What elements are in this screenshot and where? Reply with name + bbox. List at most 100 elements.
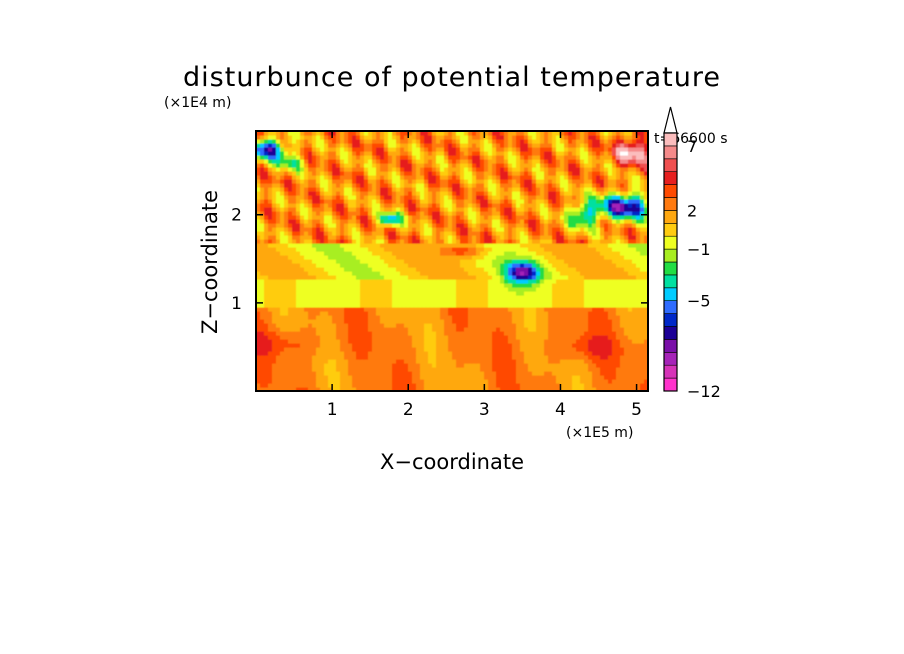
heatmap-cell (520, 355, 525, 360)
heatmap-cell (600, 367, 605, 372)
heatmap-cell (448, 259, 453, 264)
heatmap-cell (532, 291, 537, 296)
heatmap-cell (440, 291, 445, 296)
heatmap-cell (276, 267, 281, 272)
heatmap-cell (408, 207, 413, 212)
heatmap-cell (548, 243, 553, 248)
heatmap-cell (416, 291, 421, 296)
heatmap-cell (560, 287, 565, 292)
heatmap-cell (484, 251, 489, 256)
heatmap-cell (508, 283, 513, 288)
heatmap-cell (256, 227, 261, 232)
heatmap-cell (256, 359, 261, 364)
heatmap-cell (476, 263, 481, 268)
heatmap-cell (284, 195, 289, 200)
heatmap-cell (416, 387, 421, 391)
heatmap-cell (616, 235, 621, 240)
heatmap-cell (496, 219, 501, 224)
heatmap-cell (396, 227, 401, 232)
heatmap-cell (272, 251, 277, 256)
heatmap-cell (536, 243, 541, 248)
heatmap-cell (612, 223, 617, 228)
heatmap-cell (404, 231, 409, 236)
heatmap-cell (452, 347, 457, 352)
heatmap-cell (528, 307, 533, 312)
heatmap-cell (528, 199, 533, 204)
heatmap-cell (304, 191, 309, 196)
heatmap-cell (580, 371, 585, 376)
heatmap-cell (300, 387, 305, 391)
heatmap-cell (288, 315, 293, 320)
heatmap-cell (540, 327, 545, 332)
heatmap-cell (488, 243, 493, 248)
heatmap-cell (592, 303, 597, 308)
heatmap-cell (392, 287, 397, 292)
heatmap-cell (308, 307, 313, 312)
heatmap-cell (340, 363, 345, 368)
heatmap-cell (500, 279, 505, 284)
heatmap-cell (472, 259, 477, 264)
heatmap-cell (604, 359, 609, 364)
heatmap-cell (488, 323, 493, 328)
heatmap-cell (512, 375, 517, 380)
heatmap-cell (596, 379, 601, 384)
heatmap-cell (480, 351, 485, 356)
heatmap-cell (476, 207, 481, 212)
heatmap-cell (580, 351, 585, 356)
heatmap-cell (492, 375, 497, 380)
heatmap-cell (560, 251, 565, 256)
heatmap-cell (380, 263, 385, 268)
heatmap-cell (408, 191, 413, 196)
heatmap-cell (304, 251, 309, 256)
heatmap-cell (592, 379, 597, 384)
heatmap-cell (416, 259, 421, 264)
heatmap-cell (464, 343, 469, 348)
heatmap-cell (324, 251, 329, 256)
heatmap-cell (324, 331, 329, 336)
heatmap-cell (456, 323, 461, 328)
heatmap-cell (308, 211, 313, 216)
heatmap-cell (336, 363, 341, 368)
heatmap-cell (552, 187, 557, 192)
heatmap-cell (580, 223, 585, 228)
heatmap-cell (336, 255, 341, 260)
heatmap-cell (616, 263, 621, 268)
heatmap-cell (308, 267, 313, 272)
heatmap-cell (636, 215, 641, 220)
heatmap-cell (540, 219, 545, 224)
heatmap-cell (536, 351, 541, 356)
heatmap-cell (328, 355, 333, 360)
heatmap-cell (620, 271, 625, 276)
heatmap-cell (452, 195, 457, 200)
heatmap-cell (484, 307, 489, 312)
heatmap-cell (476, 307, 481, 312)
heatmap-cell (616, 251, 621, 256)
heatmap-cell (356, 375, 361, 380)
heatmap-cell (504, 347, 509, 352)
heatmap-cell (256, 343, 261, 348)
heatmap-cell (404, 347, 409, 352)
heatmap-cell (424, 367, 429, 372)
heatmap-cell (572, 283, 577, 288)
heatmap-cell (292, 355, 297, 360)
heatmap-cell (344, 339, 349, 344)
heatmap-cell (404, 375, 409, 380)
heatmap-cell (564, 311, 569, 316)
heatmap-cell (360, 219, 365, 224)
heatmap-cell (564, 295, 569, 300)
heatmap-cell (484, 255, 489, 260)
heatmap-cell (476, 275, 481, 280)
heatmap-cell (380, 211, 385, 216)
heatmap-cell (564, 359, 569, 364)
heatmap-cell (640, 291, 645, 296)
heatmap-cell (480, 227, 485, 232)
heatmap-cell (596, 207, 601, 212)
heatmap-cell (396, 239, 401, 244)
heatmap-cell (400, 347, 405, 352)
heatmap-cell (316, 263, 321, 268)
heatmap-cell (504, 223, 509, 228)
heatmap-cell (568, 335, 573, 340)
heatmap-cell (296, 351, 301, 356)
heatmap-cell (532, 367, 537, 372)
heatmap-cell (424, 363, 429, 368)
